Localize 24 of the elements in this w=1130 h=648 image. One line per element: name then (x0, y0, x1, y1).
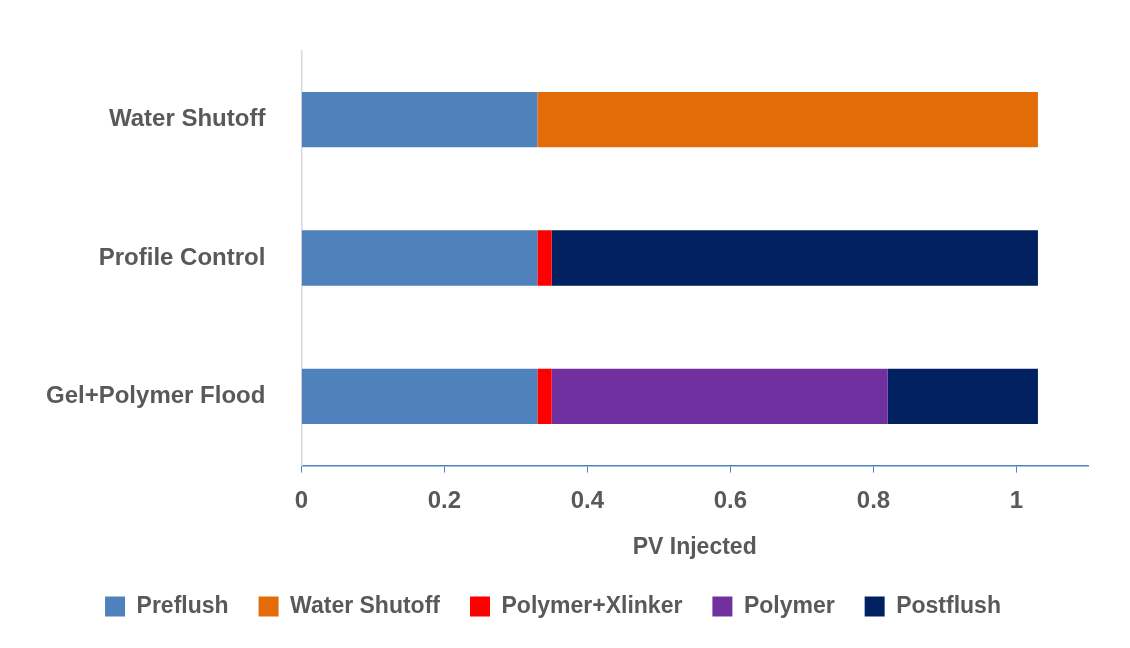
bar (301, 368, 538, 425)
bar (551, 368, 888, 425)
x-tick-label: 0.2 (427, 485, 462, 513)
legend-label: Water Shutoff (290, 591, 441, 618)
legend-label: Postflush (896, 591, 1001, 618)
legend-label: Polymer+Xlinker (501, 591, 683, 618)
y-tick-label: Gel+Polymer Flood (46, 381, 266, 409)
bar (537, 91, 1038, 148)
legend-label: Polymer (743, 591, 835, 618)
x-tick-label: 0.6 (713, 485, 748, 513)
x-axis-title: PV Injected (632, 532, 757, 559)
bar (551, 230, 1038, 286)
x-tick-label: 0.8 (856, 485, 891, 513)
bar (537, 230, 552, 286)
y-tick-label: Profile Control (98, 242, 266, 270)
x-tick-label: 0 (294, 485, 309, 513)
y-tick-label: Water Shutoff (108, 104, 267, 132)
bar (301, 91, 538, 148)
bar (301, 230, 538, 286)
bar (537, 368, 552, 425)
legend-label: Preflush (136, 591, 229, 618)
x-tick-label: 1 (1009, 485, 1024, 513)
bar (887, 368, 1038, 425)
x-tick-label: 0.4 (570, 485, 605, 513)
